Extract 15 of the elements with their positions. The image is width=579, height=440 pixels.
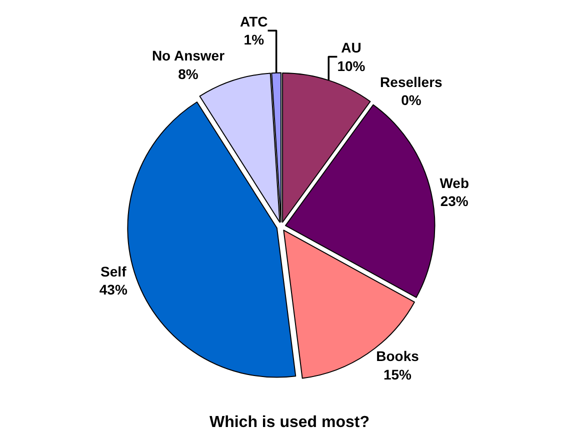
- data-label: 10%: [337, 58, 366, 74]
- data-label: 23%: [440, 193, 469, 210]
- slice-label: Self: [100, 263, 127, 280]
- data-label: 43%: [99, 282, 128, 298]
- text: Which is used most?: [209, 414, 370, 432]
- slice-label: No Answer: [152, 48, 226, 64]
- slice-label: Web: [440, 175, 470, 192]
- slice-label: ATC: [240, 14, 268, 30]
- data-label: 8%: [178, 66, 199, 82]
- data-label: 1%: [244, 32, 265, 48]
- slice-label: Books: [376, 348, 420, 364]
- data-label: 15%: [383, 366, 412, 382]
- text: 0%: [401, 92, 422, 108]
- slice-label: AU: [341, 40, 362, 56]
- category-label: Resellers: [380, 74, 442, 90]
